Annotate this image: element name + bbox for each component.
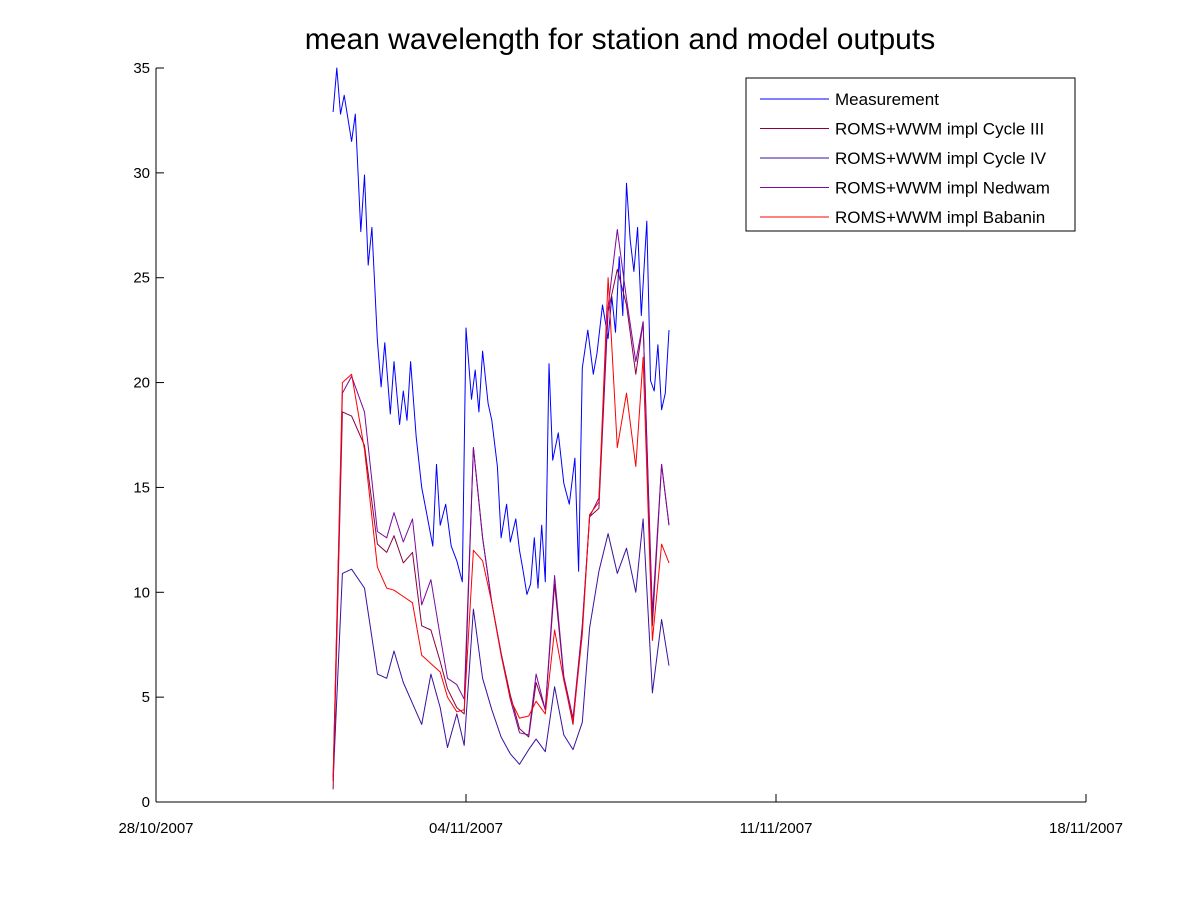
y-axis: 0 5 10 15 20 25 30 35 (133, 60, 164, 811)
series-line-5 (332, 277, 670, 782)
x-tick-label: 28/10/2007 (118, 820, 193, 837)
legend-label: ROMS+WWM impl Nedwam (835, 179, 1050, 198)
legend-label: ROMS+WWM impl Babanin (835, 208, 1045, 227)
y-tick-label: 20 (133, 375, 150, 392)
y-tick-label: 0 (142, 794, 150, 811)
x-tick-label: 11/11/2007 (740, 820, 813, 837)
series-line-3 (332, 518, 670, 782)
chart-title: mean wavelength for station and model ou… (305, 23, 935, 56)
legend-label: Measurement (835, 90, 939, 109)
y-tick-label: 35 (133, 60, 150, 77)
y-tick-label: 10 (133, 584, 150, 601)
y-tick-label: 15 (133, 479, 150, 496)
legend-label: ROMS+WWM impl Cycle IV (835, 149, 1047, 168)
series-line-1 (332, 67, 670, 595)
legend-box (745, 77, 1076, 232)
legend: Measurement ROMS+WWM impl Cycle III ROMS+W… (745, 77, 1076, 232)
series-layer (332, 67, 670, 790)
legend-label: ROMS+WWM impl Cycle III (835, 120, 1044, 139)
y-tick-label: 5 (142, 689, 150, 706)
x-tick-label: 04/11/2007 (429, 820, 503, 837)
x-tick-label: 18/11/2007 (1049, 820, 1123, 837)
x-axis: 28/10/2007 04/11/2007 11/11/2007 18/11/2007 (118, 794, 1123, 837)
y-tick-label: 25 (133, 270, 150, 287)
y-tick-label: 30 (133, 165, 150, 182)
